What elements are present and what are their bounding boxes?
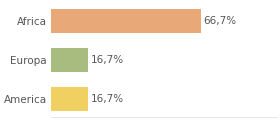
- Text: 66,7%: 66,7%: [204, 16, 237, 26]
- Bar: [51, 87, 88, 111]
- Text: 16,7%: 16,7%: [91, 55, 124, 65]
- Bar: [51, 48, 88, 72]
- Text: 16,7%: 16,7%: [91, 94, 124, 104]
- Bar: [51, 9, 201, 33]
